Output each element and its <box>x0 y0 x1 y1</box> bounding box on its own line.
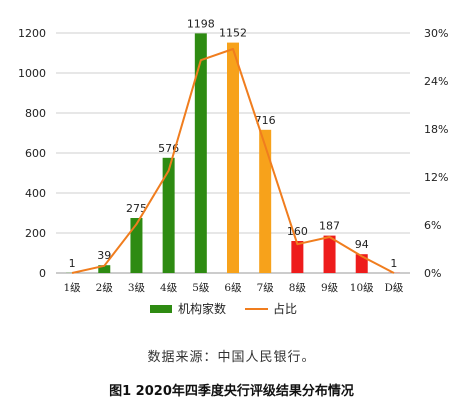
bars <box>66 33 400 274</box>
x-category-label: D级 <box>384 282 403 294</box>
x-category-label: 1级 <box>63 282 81 294</box>
x-category-label: 6级 <box>224 282 242 294</box>
bar <box>259 129 272 273</box>
legend-swatch-bars <box>150 305 172 313</box>
bar-data-label: 160 <box>287 225 308 238</box>
source-note: 数据来源：中国人民银行。 <box>147 350 316 365</box>
bar <box>162 157 175 273</box>
x-axis: 1级 2级 3级 4级 5级 6级 7级 8级 9级 10级 D级 <box>63 282 403 294</box>
bar <box>227 42 239 273</box>
y-right-tick-label: 12% <box>424 171 448 184</box>
y-left-tick-label: 800 <box>25 107 46 120</box>
y-left-tick-label: 200 <box>25 227 46 240</box>
x-category-label: 3级 <box>128 282 146 294</box>
x-category-label: 7级 <box>257 282 275 294</box>
bar-data-label: 187 <box>319 220 340 233</box>
bar <box>355 254 368 273</box>
x-category-label: 2级 <box>96 282 114 294</box>
y-right-tick-label: 30% <box>424 27 448 40</box>
y-left-tick-label: 600 <box>25 147 46 160</box>
legend-label-bars: 机构家数 <box>178 301 226 316</box>
bar-data-label: 1 <box>390 257 397 270</box>
bar-data-label: 1152 <box>219 27 247 40</box>
bar <box>291 241 304 273</box>
y-left-tick-label: 1200 <box>18 27 46 40</box>
bar <box>194 33 207 274</box>
legend: 机构家数 占比 <box>150 301 297 316</box>
x-category-label: 10级 <box>350 282 374 294</box>
y-right-tick-label: 18% <box>424 123 448 136</box>
legend-label-line: 占比 <box>273 301 297 316</box>
x-category-label: 9级 <box>321 282 339 294</box>
y-right-tick-label: 6% <box>424 219 441 232</box>
y-right-tick-label: 24% <box>424 75 448 88</box>
bar-data-label: 94 <box>355 238 369 251</box>
y-left-tick-label: 0 <box>39 267 46 280</box>
bar-data-label: 1198 <box>187 17 215 30</box>
x-category-label: 4级 <box>160 282 178 294</box>
right-axis: 0% 6% 12% 18% 24% 30% <box>424 27 448 280</box>
bar-data-label: 1 <box>69 257 76 270</box>
bar-data-label: 39 <box>97 249 111 262</box>
bar-data-label: 716 <box>255 114 276 127</box>
y-right-tick-label: 0% <box>424 267 441 280</box>
bar <box>323 235 336 273</box>
bar <box>130 218 143 273</box>
bar <box>98 265 111 273</box>
y-left-tick-label: 400 <box>25 187 46 200</box>
bar-data-label: 275 <box>126 202 147 215</box>
share-line <box>71 48 395 274</box>
left-axis: 0 200 400 600 800 1000 1200 <box>18 27 46 280</box>
figure-caption: 图1 2020年四季度央行评级结果分布情况 <box>109 384 354 399</box>
y-left-tick-label: 1000 <box>18 67 46 80</box>
x-category-label: 8级 <box>289 282 307 294</box>
x-category-label: 5级 <box>192 282 210 294</box>
